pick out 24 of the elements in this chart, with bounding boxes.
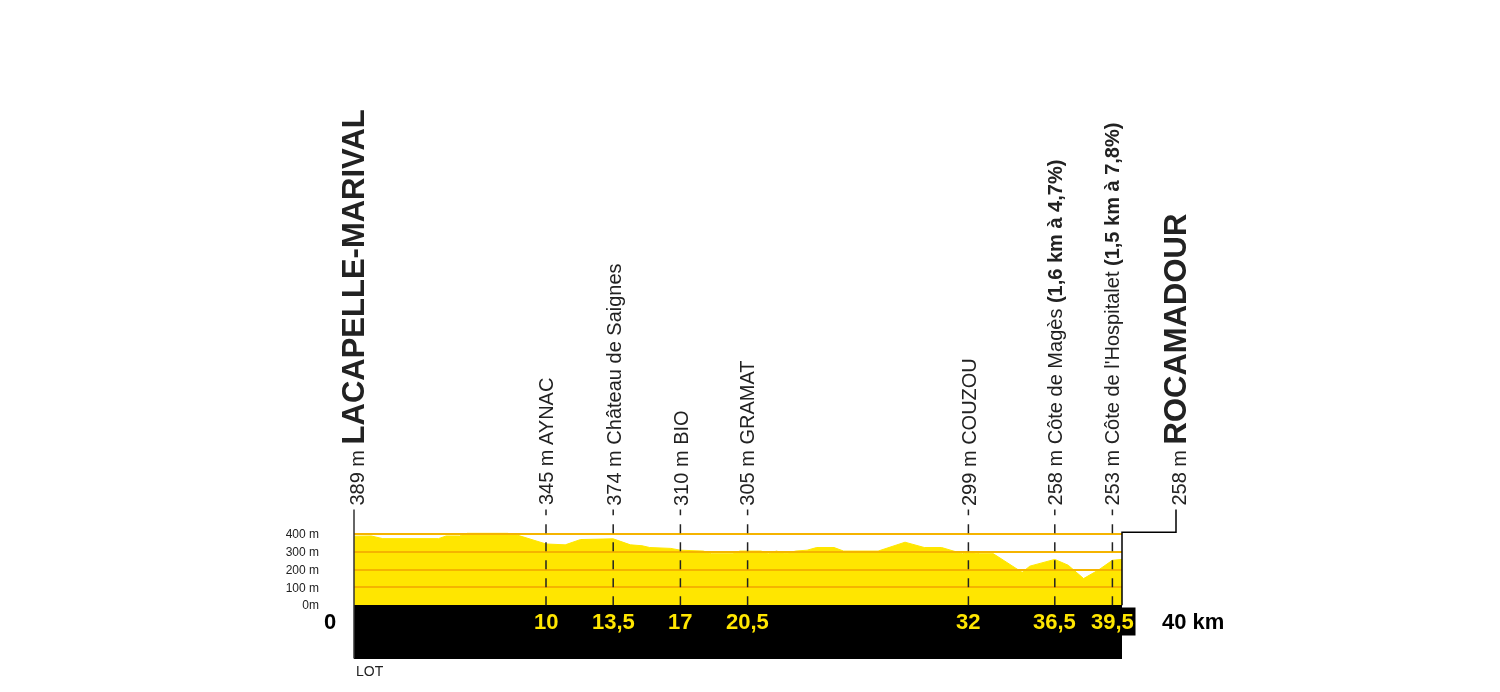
x-tick-label: 32: [956, 609, 981, 634]
ref-line-label: 258 m ROCAMADOUR: [1158, 213, 1194, 506]
ref-line-label: 258 m Côte de Magès (1,6 km à 4,7%): [1044, 159, 1067, 506]
text: 40 km: [1162, 609, 1225, 634]
text: 0: [324, 609, 337, 634]
y-tick-label: 200 m: [285, 562, 319, 577]
y-tick-label: 400 m: [285, 527, 319, 542]
x-tick-label: 17: [668, 609, 693, 634]
x-tick-label: 39,5: [1091, 609, 1134, 634]
ref-line-label: 253 m Côte de l'Hospitalet (1,5 km à 7,8%): [1101, 122, 1124, 506]
y-tick-label: 300 m: [285, 545, 319, 560]
ref-line-label: 389 m LACAPELLE-MARIVAL: [336, 109, 372, 506]
text: LOT: [356, 663, 384, 679]
x-tick-label: 13,5: [592, 609, 635, 634]
y-tick-label: 100 m: [285, 580, 319, 595]
ref-line-label: 299 m COUZOU: [957, 358, 980, 506]
ref-line-label: 305 m GRAMAT: [736, 360, 759, 506]
x-tick-label: 20,5: [726, 609, 769, 634]
x-tick-label: 36,5: [1033, 609, 1076, 634]
ref-line-label: 310 m BIO: [669, 410, 692, 506]
ref-line-label: 345 m AYNAC: [534, 377, 557, 506]
ref-line-label: 374 m Château de Saignes: [602, 263, 625, 506]
x-tick-label: 10: [534, 609, 559, 634]
y-tick-label: 0m: [302, 598, 319, 613]
